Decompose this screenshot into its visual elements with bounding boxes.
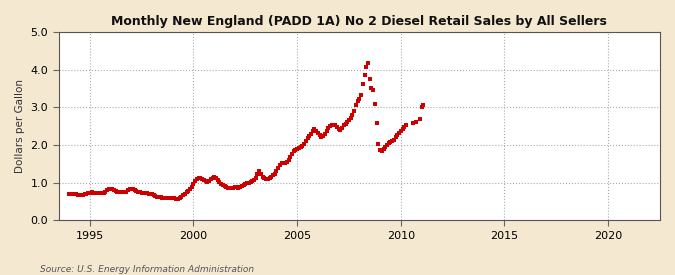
Title: Monthly New England (PADD 1A) No 2 Diesel Retail Sales by All Sellers: Monthly New England (PADD 1A) No 2 Diese… <box>111 15 608 28</box>
Y-axis label: Dollars per Gallon: Dollars per Gallon <box>15 79 25 173</box>
Text: Source: U.S. Energy Information Administration: Source: U.S. Energy Information Administ… <box>40 265 254 274</box>
